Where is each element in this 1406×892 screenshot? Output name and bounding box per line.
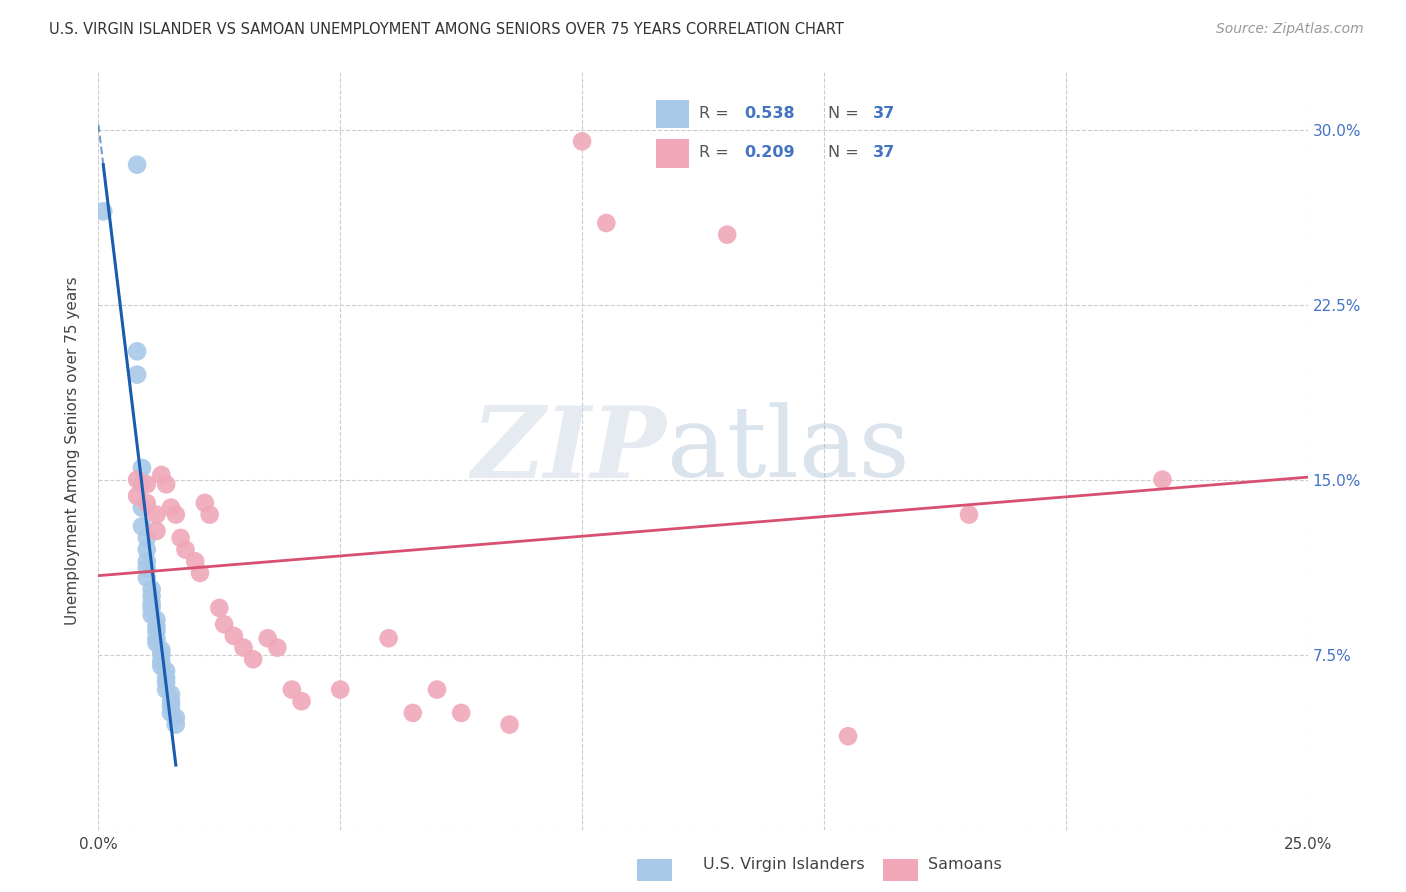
Point <box>595 216 617 230</box>
Point <box>402 706 425 720</box>
Point <box>155 664 177 678</box>
Point <box>150 467 173 482</box>
Point <box>135 531 157 545</box>
Point <box>716 227 738 242</box>
Y-axis label: Unemployment Among Seniors over 75 years: Unemployment Among Seniors over 75 years <box>65 277 80 624</box>
Point <box>242 652 264 666</box>
Text: ZIP: ZIP <box>472 402 666 499</box>
Point <box>150 648 173 662</box>
Point <box>426 682 449 697</box>
Point <box>498 717 520 731</box>
Text: 0.209: 0.209 <box>744 145 794 160</box>
Point <box>377 632 399 646</box>
Point <box>155 682 177 697</box>
Point <box>131 500 153 515</box>
Point <box>169 531 191 545</box>
Point <box>165 508 187 522</box>
Point <box>281 682 304 697</box>
Point <box>290 694 312 708</box>
Point <box>155 675 177 690</box>
Point <box>150 655 173 669</box>
Point <box>957 508 980 522</box>
Point <box>198 508 221 522</box>
Point <box>141 582 163 597</box>
Point <box>160 687 183 701</box>
Point <box>145 613 167 627</box>
Point <box>135 542 157 557</box>
Text: Source: ZipAtlas.com: Source: ZipAtlas.com <box>1216 22 1364 37</box>
Point <box>131 519 153 533</box>
Text: 37: 37 <box>873 106 896 120</box>
Point <box>127 368 149 382</box>
Point <box>571 134 593 148</box>
Point <box>184 554 207 568</box>
Point <box>155 477 177 491</box>
Point <box>212 617 235 632</box>
Text: atlas: atlas <box>666 402 910 499</box>
Point <box>208 601 231 615</box>
Point <box>837 729 859 743</box>
Point <box>145 636 167 650</box>
Text: U.S. VIRGIN ISLANDER VS SAMOAN UNEMPLOYMENT AMONG SENIORS OVER 75 YEARS CORRELAT: U.S. VIRGIN ISLANDER VS SAMOAN UNEMPLOYM… <box>49 22 844 37</box>
Point <box>194 496 217 510</box>
Text: 0.538: 0.538 <box>744 106 794 120</box>
Text: N =: N = <box>828 145 863 160</box>
Text: R =: R = <box>699 145 734 160</box>
Point <box>145 619 167 633</box>
Text: N =: N = <box>828 106 863 120</box>
Point <box>450 706 472 720</box>
Point <box>256 632 278 646</box>
Point <box>135 496 157 510</box>
Point <box>232 640 254 655</box>
Point <box>135 477 157 491</box>
Point <box>145 624 167 639</box>
Point <box>141 601 163 615</box>
Point <box>222 629 245 643</box>
Point <box>160 500 183 515</box>
Point <box>127 489 149 503</box>
Text: U.S. Virgin Islanders: U.S. Virgin Islanders <box>703 857 865 872</box>
Point <box>127 473 149 487</box>
Point <box>150 643 173 657</box>
Point <box>91 204 114 219</box>
Point <box>127 158 149 172</box>
Point <box>135 571 157 585</box>
Point <box>188 566 211 580</box>
Point <box>145 632 167 646</box>
FancyBboxPatch shape <box>657 100 689 128</box>
Point <box>160 706 183 720</box>
Point <box>1152 473 1174 487</box>
Point <box>165 710 187 724</box>
Point <box>135 561 157 575</box>
Point <box>155 671 177 685</box>
FancyBboxPatch shape <box>657 139 689 168</box>
Point <box>131 461 153 475</box>
Point <box>329 682 352 697</box>
Text: R =: R = <box>699 106 734 120</box>
Point <box>127 344 149 359</box>
Point <box>131 477 153 491</box>
Point <box>160 694 183 708</box>
Point <box>266 640 288 655</box>
Point <box>145 508 167 522</box>
Point <box>141 596 163 610</box>
Point <box>141 589 163 603</box>
Point <box>150 659 173 673</box>
Point <box>160 698 183 713</box>
Point <box>135 554 157 568</box>
Point <box>165 717 187 731</box>
Point <box>141 607 163 622</box>
Point <box>145 524 167 538</box>
Text: Samoans: Samoans <box>928 857 1001 872</box>
Text: 37: 37 <box>873 145 896 160</box>
Point <box>174 542 197 557</box>
